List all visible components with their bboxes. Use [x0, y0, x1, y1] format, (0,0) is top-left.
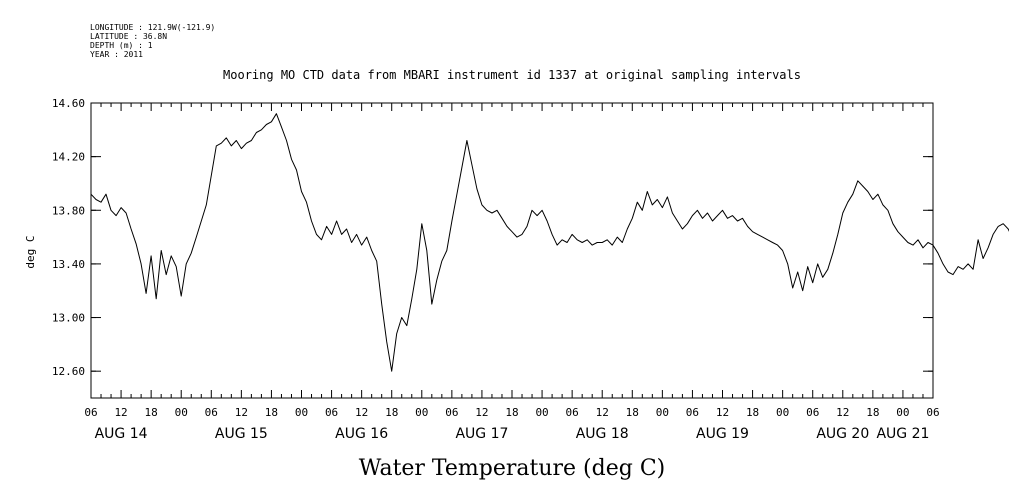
x-hour-tick-label: 12: [355, 406, 368, 419]
longitude-text: LONGITUDE : 121.9W(-121.9): [90, 23, 215, 32]
metadata-block: LONGITUDE : 121.9W(-121.9) LATITUDE : 36…: [90, 23, 215, 59]
x-hour-tick-label: 06: [205, 406, 218, 419]
x-hour-tick-label: 06: [566, 406, 579, 419]
y-tick-label: 12.60: [52, 365, 85, 378]
x-hour-tick-label: 18: [505, 406, 518, 419]
x-hour-tick-label: 18: [385, 406, 398, 419]
x-hour-tick-label: 00: [535, 406, 548, 419]
y-tick-label: 14.60: [52, 97, 85, 110]
x-hour-tick-label: 12: [716, 406, 729, 419]
x-day-label: AUG 21: [876, 426, 929, 442]
x-hour-tick-label: 06: [84, 406, 97, 419]
axes-group: 12.60 13.00 13.40 13.80 14.20 14.60 06 12 18 00 06…: [52, 97, 940, 442]
x-hour-tick-label: 00: [175, 406, 188, 419]
x-hour-tick-label: 18: [626, 406, 639, 419]
temperature-series-line: [90, 113, 1009, 372]
x-hour-tick-label: 12: [235, 406, 248, 419]
x-day-label: AUG 17: [455, 426, 508, 442]
latitude-text: LATITUDE : 36.8N: [90, 32, 167, 41]
x-axis-title: Water Temperature (deg C): [359, 456, 666, 481]
y-tick-label: 13.40: [52, 258, 85, 271]
x-hour-tick-label: 06: [926, 406, 939, 419]
x-day-label: AUG 18: [576, 426, 629, 442]
x-hour-tick-label: 18: [866, 406, 879, 419]
y-axis-label: deg C: [24, 235, 37, 268]
chart-title: Mooring MO CTD data from MBARI instrumen…: [223, 68, 801, 82]
x-hour-tick-label: 06: [686, 406, 699, 419]
x-hour-tick-label: 06: [806, 406, 819, 419]
x-day-label: AUG 14: [95, 426, 148, 442]
x-day-label: AUG 20: [816, 426, 869, 442]
x-day-label: AUG 16: [335, 426, 388, 442]
y-tick-label: 13.00: [52, 312, 85, 325]
x-hour-tick-label: 18: [746, 406, 759, 419]
depth-text: DEPTH (m) : 1: [90, 41, 153, 50]
x-hour-tick-label: 12: [114, 406, 127, 419]
x-day-label: AUG 15: [215, 426, 268, 442]
year-text: YEAR : 2011: [90, 50, 143, 59]
y-tick-label: 13.80: [52, 204, 85, 217]
x-hour-tick-label: 06: [325, 406, 338, 419]
x-hour-tick-label: 12: [596, 406, 609, 419]
x-hour-tick-label: 06: [445, 406, 458, 419]
x-hour-tick-label: 00: [776, 406, 789, 419]
x-hour-tick-label: 00: [415, 406, 428, 419]
x-hour-tick-label: 18: [265, 406, 278, 419]
x-hour-tick-label: 12: [836, 406, 849, 419]
plot-frame: [90, 102, 934, 399]
series-group: [90, 113, 1009, 372]
x-hour-tick-label: 18: [145, 406, 158, 419]
x-hour-tick-label: 00: [896, 406, 909, 419]
x-hour-tick-label: 00: [656, 406, 669, 419]
x-hour-tick-label: 00: [295, 406, 308, 419]
x-hour-tick-label: 12: [475, 406, 488, 419]
x-day-label: AUG 19: [696, 426, 749, 442]
y-tick-label: 14.20: [52, 151, 85, 164]
